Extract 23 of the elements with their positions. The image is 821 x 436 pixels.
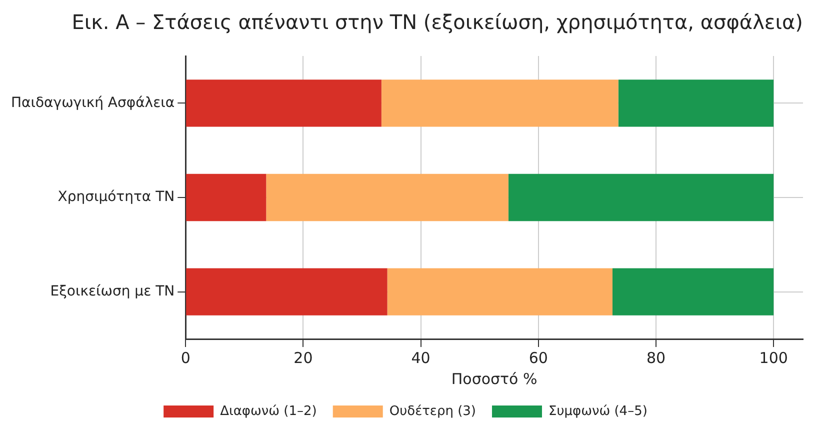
legend-label: Διαφωνώ (1–2) (220, 404, 317, 419)
bar (612, 268, 774, 316)
x-tick-label: 40 (411, 348, 430, 367)
bar (266, 174, 508, 222)
bar (186, 80, 382, 127)
x-axis-title: Ποσοστό % (451, 370, 538, 388)
bar (186, 268, 388, 316)
bar (387, 268, 612, 316)
y-tick-label: Παιδαγωγική Ασφάλεια (11, 94, 175, 111)
y-tick-label: Χρησιμότητα ΤΝ (58, 189, 175, 206)
chart-title: Εικ. Α – Στάσεις απέναντι στην ΤΝ (εξοικείωση, χρησιμότητα, ασφάλεια) (72, 10, 803, 34)
x-tick-label: 20 (294, 348, 313, 367)
y-tick-label: Εξοικείωση με ΤΝ (50, 283, 175, 300)
x-tick-label: 60 (528, 348, 548, 367)
bar (618, 80, 774, 127)
bar (381, 80, 618, 127)
bar (508, 174, 774, 222)
legend-label: Ουδέτερη (3) (389, 404, 476, 419)
legend-label: Συμφωνώ (4–5) (548, 404, 648, 419)
x-tick-label: 0 (180, 348, 190, 367)
x-tick-label: 80 (646, 348, 666, 367)
bar (186, 174, 266, 222)
x-tick-label: 100 (759, 348, 788, 367)
